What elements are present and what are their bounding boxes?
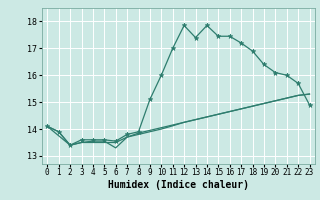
X-axis label: Humidex (Indice chaleur): Humidex (Indice chaleur) <box>108 180 249 190</box>
